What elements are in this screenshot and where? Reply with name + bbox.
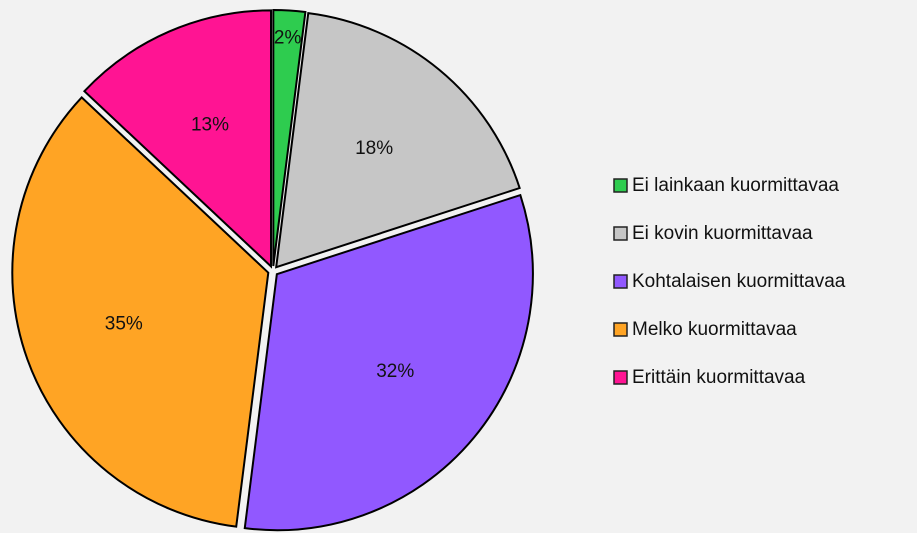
slice-label: 32% (376, 361, 414, 382)
pie-slice (272, 9, 307, 267)
pie-slice (243, 193, 534, 532)
pie-slice (274, 12, 521, 269)
pie-slice (82, 9, 273, 269)
pie-slice (11, 96, 270, 528)
legend-label: Kohtalaisen kuormittavaa (632, 271, 846, 292)
legend-label: Melko kuormittavaa (632, 319, 797, 340)
slice-label: 35% (105, 314, 143, 335)
legend-swatch (613, 274, 628, 289)
legend-swatch (613, 322, 628, 337)
legend-swatch (613, 226, 628, 241)
legend-swatch (613, 370, 628, 385)
legend-label: Ei kovin kuormittavaa (632, 223, 813, 244)
legend-label: Erittäin kuormittavaa (632, 367, 806, 388)
slice-label: 18% (355, 138, 393, 159)
legend-label: Ei lainkaan kuormittavaa (632, 175, 839, 196)
legend-swatch (613, 178, 628, 193)
slice-label: 13% (191, 114, 229, 135)
slice-label: 2% (274, 28, 302, 49)
